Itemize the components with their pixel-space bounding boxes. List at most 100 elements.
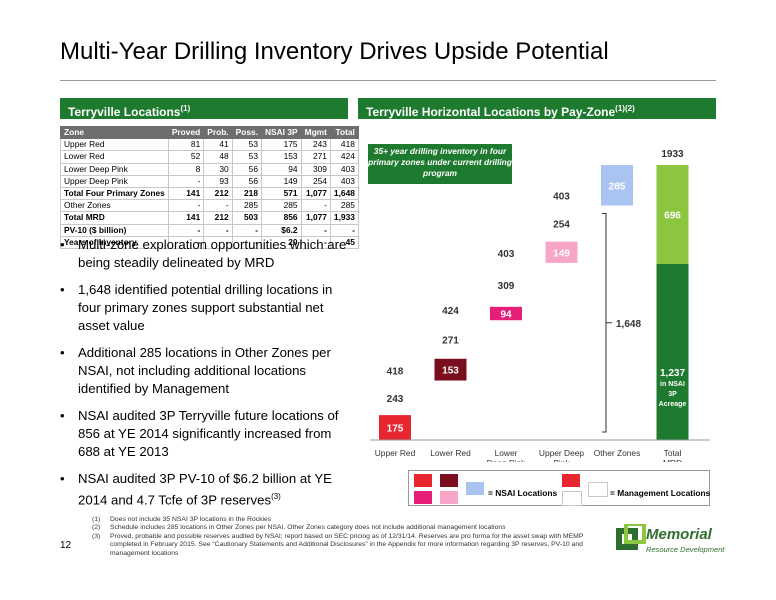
table-row: Lower Red 52 48 53 153 271 424 — [60, 150, 359, 164]
chart-bar-mgmt-label: 309 — [498, 281, 515, 292]
table-cell: 1,648 — [329, 186, 359, 201]
table-cell: 503 — [231, 211, 263, 225]
table-cell: 1,933 — [329, 211, 359, 225]
table-cell: Lower Red — [60, 150, 169, 164]
chart-category-label: Upper Deep — [539, 448, 585, 458]
table-header-cell: Prob. — [203, 125, 233, 140]
table-cell: 571 — [261, 186, 302, 201]
chart-legend — [408, 470, 710, 506]
section-header-locations-label: Terryville Locations — [68, 105, 181, 119]
chart-bar-total-nsai — [656, 264, 689, 440]
table-cell: - — [231, 235, 263, 249]
table-cell: 81 — [167, 138, 205, 152]
footnote-text: Does not include 35 NSAI 3P locations in… — [110, 516, 272, 523]
footnote-number: (2) — [92, 524, 101, 532]
chart-bar-nsai-label: 153 — [442, 366, 459, 377]
bullet-text: NSAI audited 3P PV-10 of $6.2 billion at… — [78, 471, 332, 508]
section-header-locations-sup: (1) — [180, 104, 191, 113]
section-header-payzone-label: Terryville Horizontal Locations by Pay-Z… — [366, 105, 616, 119]
footnote: (1) Does not include 35 NSAI 3P locations… — [92, 516, 602, 524]
chart-bar-nsai-label: 149 — [553, 248, 570, 259]
legend-swatch-nsai-3 — [414, 491, 432, 504]
page-number: 12 — [60, 540, 72, 551]
table-cell: 309 — [300, 162, 331, 176]
table-cell: - — [300, 235, 331, 249]
bullet-text: NSAI audited 3P Terryville future locati… — [78, 408, 339, 459]
table-cell: - — [329, 223, 359, 237]
chart-bar-nsai-label: 285 — [609, 181, 626, 192]
table-cell: 254 — [300, 174, 331, 188]
table-cell: 141 — [167, 186, 205, 201]
footnote-number: (3) — [92, 532, 101, 540]
chart-subtotal-label: 1,648 — [616, 319, 641, 330]
table-row: Lower Deep Pink 8 30 56 94 309 403 — [60, 162, 359, 176]
table-cell: 1,077 — [300, 211, 331, 225]
bullet-text: Additional 285 locations in Other Zones … — [78, 345, 331, 396]
legend-swatch-nsai-4 — [440, 491, 458, 504]
table-cell: 212 — [203, 186, 233, 201]
bullet-text: 1,648 identified potential drilling loca… — [78, 282, 333, 333]
table-header-cell: Zone — [60, 125, 169, 140]
table-cell: 418 — [329, 138, 359, 152]
table-cell: 243 — [300, 138, 331, 152]
chart-bar-total-nsai-label: 1,237 — [660, 368, 685, 379]
table-cell: 212 — [203, 211, 233, 225]
table-row: PV-10 ($ billion) - - - $6.2- - — [60, 223, 359, 237]
chart-category-label: Lower Red — [430, 448, 471, 458]
chart-bar-total-label: 403 — [553, 192, 570, 203]
table-cell: 52 — [167, 150, 205, 164]
memorial-logo-icon — [616, 524, 646, 550]
bullet-dot-icon: • — [60, 282, 65, 297]
bullet-item: • Additional 285 locations in Other Zones… — [60, 344, 352, 398]
table-cell: Upper Red — [60, 138, 169, 152]
table-cell: 153 — [261, 150, 302, 164]
inventory-callout: 35+ year drilling inventory in four prim… — [368, 144, 512, 184]
table-cell: 56 — [231, 174, 263, 188]
table-cell: 41 — [203, 138, 233, 152]
chart-bar-nsai — [601, 165, 633, 206]
subtotal-bracket — [602, 213, 607, 433]
chart-bar-total-mrd-label: 1933 — [661, 149, 684, 160]
table-cell: 218 — [231, 186, 263, 201]
chart-bar-total-label: 424 — [442, 306, 459, 317]
table-cell: 1,077 — [300, 186, 331, 201]
chart-bar-total-other — [656, 165, 689, 265]
chart-category-label: Other Zones — [594, 448, 641, 458]
table-cell: 141 — [167, 211, 205, 225]
table-cell: 403 — [329, 162, 359, 176]
bullet-item: • Multi-zone exploration opportunities wh… — [60, 236, 352, 272]
chart-bar-total-nsai-label: in NSAI — [660, 381, 685, 388]
table-cell: - — [167, 174, 205, 188]
section-header-locations: Terryville Locations(1) — [60, 98, 348, 119]
legend-nsai-label: = NSAI Locations — [488, 488, 558, 498]
locations-table: Zone Proved Prob. Poss. NSAI 3P Mgmt Total Uppe… — [60, 125, 359, 249]
chart-bar-nsai-label: 94 — [500, 310, 512, 321]
section-header-payzone: Terryville Horizontal Locations by Pay-Z… — [358, 98, 716, 119]
bullet-dot-icon: • — [60, 345, 65, 360]
table-cell: $6.2 — [261, 223, 302, 237]
chart-category-label: MRD — [663, 458, 682, 462]
footnote: (3) Proved, probable and possible reserve… — [92, 533, 602, 558]
table-cell: 175 — [261, 138, 302, 152]
table-row: Total Four Primary Zones 141 212 218 571 1,07… — [60, 186, 359, 201]
table-cell: 30 — [203, 162, 233, 176]
chart-bar-nsai — [434, 358, 467, 381]
table-cell: 45 — [329, 235, 359, 249]
table-cell: 53 — [231, 150, 263, 164]
legend-swatch-mgmt-2 — [562, 491, 582, 506]
table-cell: Lower Deep Pink — [60, 162, 169, 176]
table-cell: 424 — [329, 150, 359, 164]
table-header-cell: Total — [329, 125, 359, 140]
table-cell: 53 — [231, 138, 263, 152]
chart-category-label: Upper Red — [375, 448, 416, 458]
table-cell: - — [300, 199, 331, 213]
chart-bar-nsai — [545, 241, 578, 263]
table-cell: 271 — [300, 150, 331, 164]
table-cell: Upper Deep Pink — [60, 174, 169, 188]
bullet-dot-icon: • — [60, 408, 65, 423]
table-cell: - — [167, 235, 205, 249]
chart-category-label: Pink — [553, 458, 570, 462]
table-cell: 94 — [261, 162, 302, 176]
table-cell: - — [167, 199, 205, 213]
table-cell: - — [231, 223, 263, 237]
